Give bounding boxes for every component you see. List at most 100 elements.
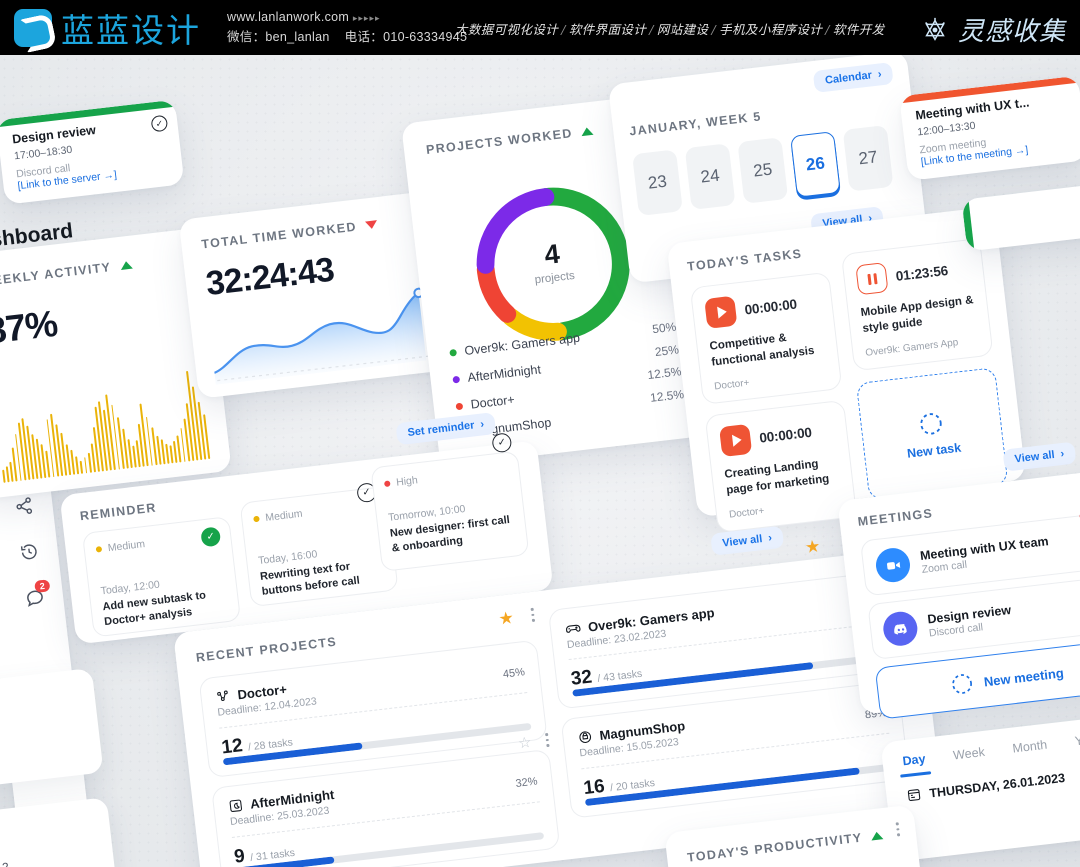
task-timer: 00:00:00 [758,424,813,446]
legend-percent: 50% [651,319,677,337]
lanlan-logo-text: 蓝蓝设计 [61,10,201,50]
date-switcher-tabs: Day Week Month Year [902,732,1080,769]
trend-up-icon [580,126,594,137]
task-card[interactable]: 01:23:56 Mobile App design & style guide… [840,237,994,372]
project-done-count: 12 [220,735,244,759]
legend-dot-icon [449,348,457,357]
task-timer: 00:00:00 [743,296,798,317]
productivity-menu-button[interactable] [896,822,901,839]
favorite-star-filled-icon[interactable]: ★ [804,536,822,558]
legend-label: Doctor+ [469,392,516,412]
new-task-button[interactable]: New task [855,367,1009,501]
calendar-days: 23 24 25 26 27 [632,125,894,217]
watermark-website: www.lanlanwork.com [227,10,350,25]
recent-projects-view-all-button[interactable]: View all › [710,525,785,556]
lanlan-logo: 蓝蓝设计 [14,4,201,52]
watermark-phone: 电话：010-63334945 [344,29,468,44]
favorite-star-filled-icon[interactable]: ★ [497,608,515,629]
chevron-right-icon: › [1059,447,1065,461]
projects-worked-card: PROJECTS WORKED 4 projects Over9k: Gamer… [401,92,709,467]
date-switcher-card: Day Week Month Year THURSDAY, 26.01.2023 [880,711,1080,862]
chevron-right-icon: › [767,531,773,545]
chevron-right-icon: › [877,68,883,81]
watermark-second-brand: 灵感收集 [920,11,1066,48]
calendar-day[interactable]: 27 [842,125,894,192]
task-timer: 01:23:56 [894,262,949,284]
watermark-bar: 蓝蓝设计 www.lanlanwork.com ▸▸▸▸▸ 微信：ben_lan… [0,0,1080,55]
fragment-card-a: nd 3 [0,667,104,795]
legend-dot-icon [455,402,464,410]
meeting-item[interactable]: Meeting with UX team Zoom call 12:00 Hig… [859,491,1080,597]
task-project: Doctor+ [713,377,751,393]
new-task-label: New task [906,440,962,461]
project-menu-button[interactable] [545,732,550,750]
calendar-button[interactable]: Calendar › [812,62,894,93]
todays-tasks-card: TODAY'S TASKS 00:00:00 Competitive & fun… [666,206,1027,534]
project-row[interactable]: MagnumShop Deadline: 15.05.2023 89% 16 /… [560,680,910,819]
pause-icon[interactable] [855,262,889,296]
molecule-icon [217,690,228,701]
watermark-service: 软件界面设计 [568,22,647,37]
history-icon[interactable] [19,541,41,567]
task-card[interactable]: 00:00:00 Creating Landing page for marke… [704,399,858,534]
project-percent: 45% [502,666,526,681]
task-name: Competitive & functional analysis [708,331,816,369]
recent-projects-title: RECENT PROJECTS [195,634,338,665]
share-icon[interactable] [13,496,35,522]
project-row[interactable]: Over9k: Gamers app Deadline: 23.02.2023 … [547,571,898,710]
separator: / [825,22,830,37]
set-reminder-label: Set reminder [406,419,476,440]
inspiration-glyph-icon [920,15,950,45]
reminder-title: REMINDER [79,500,158,524]
calendar-week-label: JANUARY, WEEK 5 [628,109,763,139]
meetings-card: MEETINGS Meeting with UX team Zoom call … [837,466,1080,720]
meeting-item[interactable]: Design review Discord call 17:0 [867,574,1080,660]
recent-projects-card: RECENT PROJECTS ★ ★ Doctor+ Deadline: 12… [173,534,945,867]
project-row[interactable]: Doctor+ Deadline: 12.04.2023 45% 12 / 28… [198,639,548,779]
meeting-ux-popup: Meeting with UX t... 12:00–13:30 Zoom me… [899,75,1080,181]
calendar-day[interactable]: 23 [632,149,683,217]
watermark-service: 软件开发 [832,22,885,37]
project-row[interactable]: AfterMidnight Deadline: 25.03.2023 32% 9… [211,748,561,867]
calendar-day[interactable]: 26 [790,131,841,198]
meetings-view-all-label: View all [1013,448,1056,466]
weekly-activity-title: WEEKLY ACTIVITY [0,260,112,290]
done-popup: Done [961,181,1080,252]
calendar-day[interactable]: 25 [737,137,789,204]
projects-donut-chart [476,187,630,341]
legend-dot-icon [452,375,461,384]
dashboard-stage: Dashboard 2 [0,55,1080,867]
task-name: Mobile App design & style guide [860,294,975,335]
new-meeting-button[interactable]: New meeting [874,638,1080,720]
play-icon[interactable] [718,423,753,458]
meetings-title: MEETINGS [856,506,934,529]
watermark-service: 大数据可视化设计 [455,22,559,37]
chat-icon[interactable]: 2 [24,579,51,614]
calendar-day[interactable]: 24 [684,143,736,210]
tab-month[interactable]: Month [1011,737,1048,756]
tab-day[interactable]: Day [901,751,927,769]
dashed-circle-plus-icon [952,674,972,694]
favorite-star-outline-icon[interactable]: ☆ [517,733,533,753]
chevron-right-icon: › [479,418,485,431]
weekly-activity-value: 87% [0,302,60,352]
watermark-second-brand-text: 灵感收集 [957,17,1066,47]
watermark-service: 手机及小程序设计 [719,22,823,37]
project-percent: 32% [514,775,539,790]
task-card[interactable]: 00:00:00 Competitive & functional analys… [689,271,843,405]
reminder-item[interactable]: High ✓ Tomorrow, 10:00 New designer: fir… [370,432,530,572]
task-name: Creating Landing page for marketing [723,458,830,497]
legend-percent: 12.5% [646,364,683,383]
reminder-item[interactable]: Medium ✓ Today, 12:00 Add new subtask to… [81,516,242,638]
tab-year[interactable]: Year [1074,731,1080,749]
tilted-canvas: Dashboard 2 [0,55,1080,867]
todays-tasks-title: TODAY'S TASKS [686,246,803,274]
tab-week[interactable]: Week [952,744,986,763]
lanlan-logo-mark-icon [14,8,52,47]
trend-down-icon [365,220,378,230]
new-meeting-label: New meeting [983,664,1065,689]
project-done-count: 9 [233,845,246,867]
watermark-contact: www.lanlanwork.com ▸▸▸▸▸ 微信：ben_lanlan 电… [227,8,467,47]
recent-projects-menu-button[interactable] [530,607,536,625]
play-icon[interactable] [704,295,738,329]
